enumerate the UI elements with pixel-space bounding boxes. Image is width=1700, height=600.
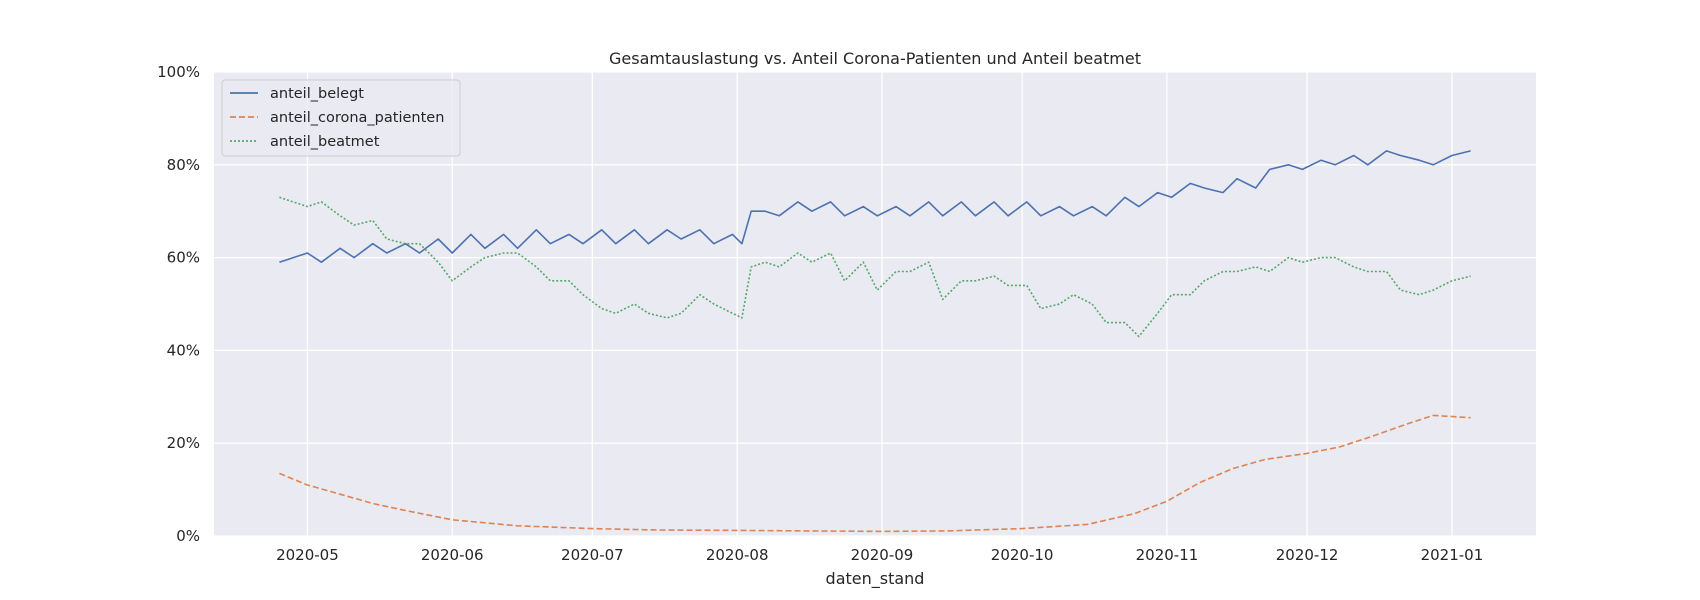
y-tick-label: 20% bbox=[167, 434, 200, 452]
x-tick-label: 2020-11 bbox=[1136, 546, 1199, 564]
y-tick-label: 40% bbox=[167, 341, 200, 359]
x-tick-label: 2020-10 bbox=[991, 546, 1054, 564]
chart-title: Gesamtauslastung vs. Anteil Corona-Patie… bbox=[609, 49, 1141, 68]
series-line-anteil-belegt bbox=[279, 150, 1471, 264]
legend-label: anteil_belegt bbox=[270, 86, 364, 102]
legend-label: anteil_corona_patienten bbox=[270, 110, 444, 126]
x-tick-label: 2020-07 bbox=[561, 546, 624, 564]
y-tick-label: 100% bbox=[157, 63, 200, 81]
legend-box bbox=[221, 79, 461, 157]
series-layer bbox=[279, 150, 1471, 533]
series-line-anteil-corona-patienten bbox=[279, 414, 1471, 533]
x-tick-label: 2020-09 bbox=[851, 546, 914, 564]
y-tick-label: 80% bbox=[167, 156, 200, 174]
x-tick-label: 2020-12 bbox=[1276, 546, 1339, 564]
legend-label: anteil_beatmet bbox=[270, 134, 380, 150]
y-axis-ticks: 0% 20% 40% 60% 80% 100% bbox=[157, 63, 200, 545]
x-tick-label: 2020-05 bbox=[276, 546, 339, 564]
x-axis-title: daten_stand bbox=[826, 569, 925, 589]
legend: anteil_belegt anteil_corona_patientenante… bbox=[221, 79, 461, 157]
y-tick-label: 0% bbox=[176, 527, 200, 545]
x-tick-label: 2021-01 bbox=[1421, 546, 1484, 564]
x-tick-label: 2020-06 bbox=[421, 546, 484, 564]
x-axis-ticks: 2020-05 2020-06 2020-07 2020-08 2020-09 2020-… bbox=[276, 546, 1483, 564]
y-tick-label: 60% bbox=[167, 249, 200, 267]
x-tick-label: 2020-08 bbox=[706, 546, 769, 564]
series-line-anteil-beatmet bbox=[279, 196, 1471, 338]
